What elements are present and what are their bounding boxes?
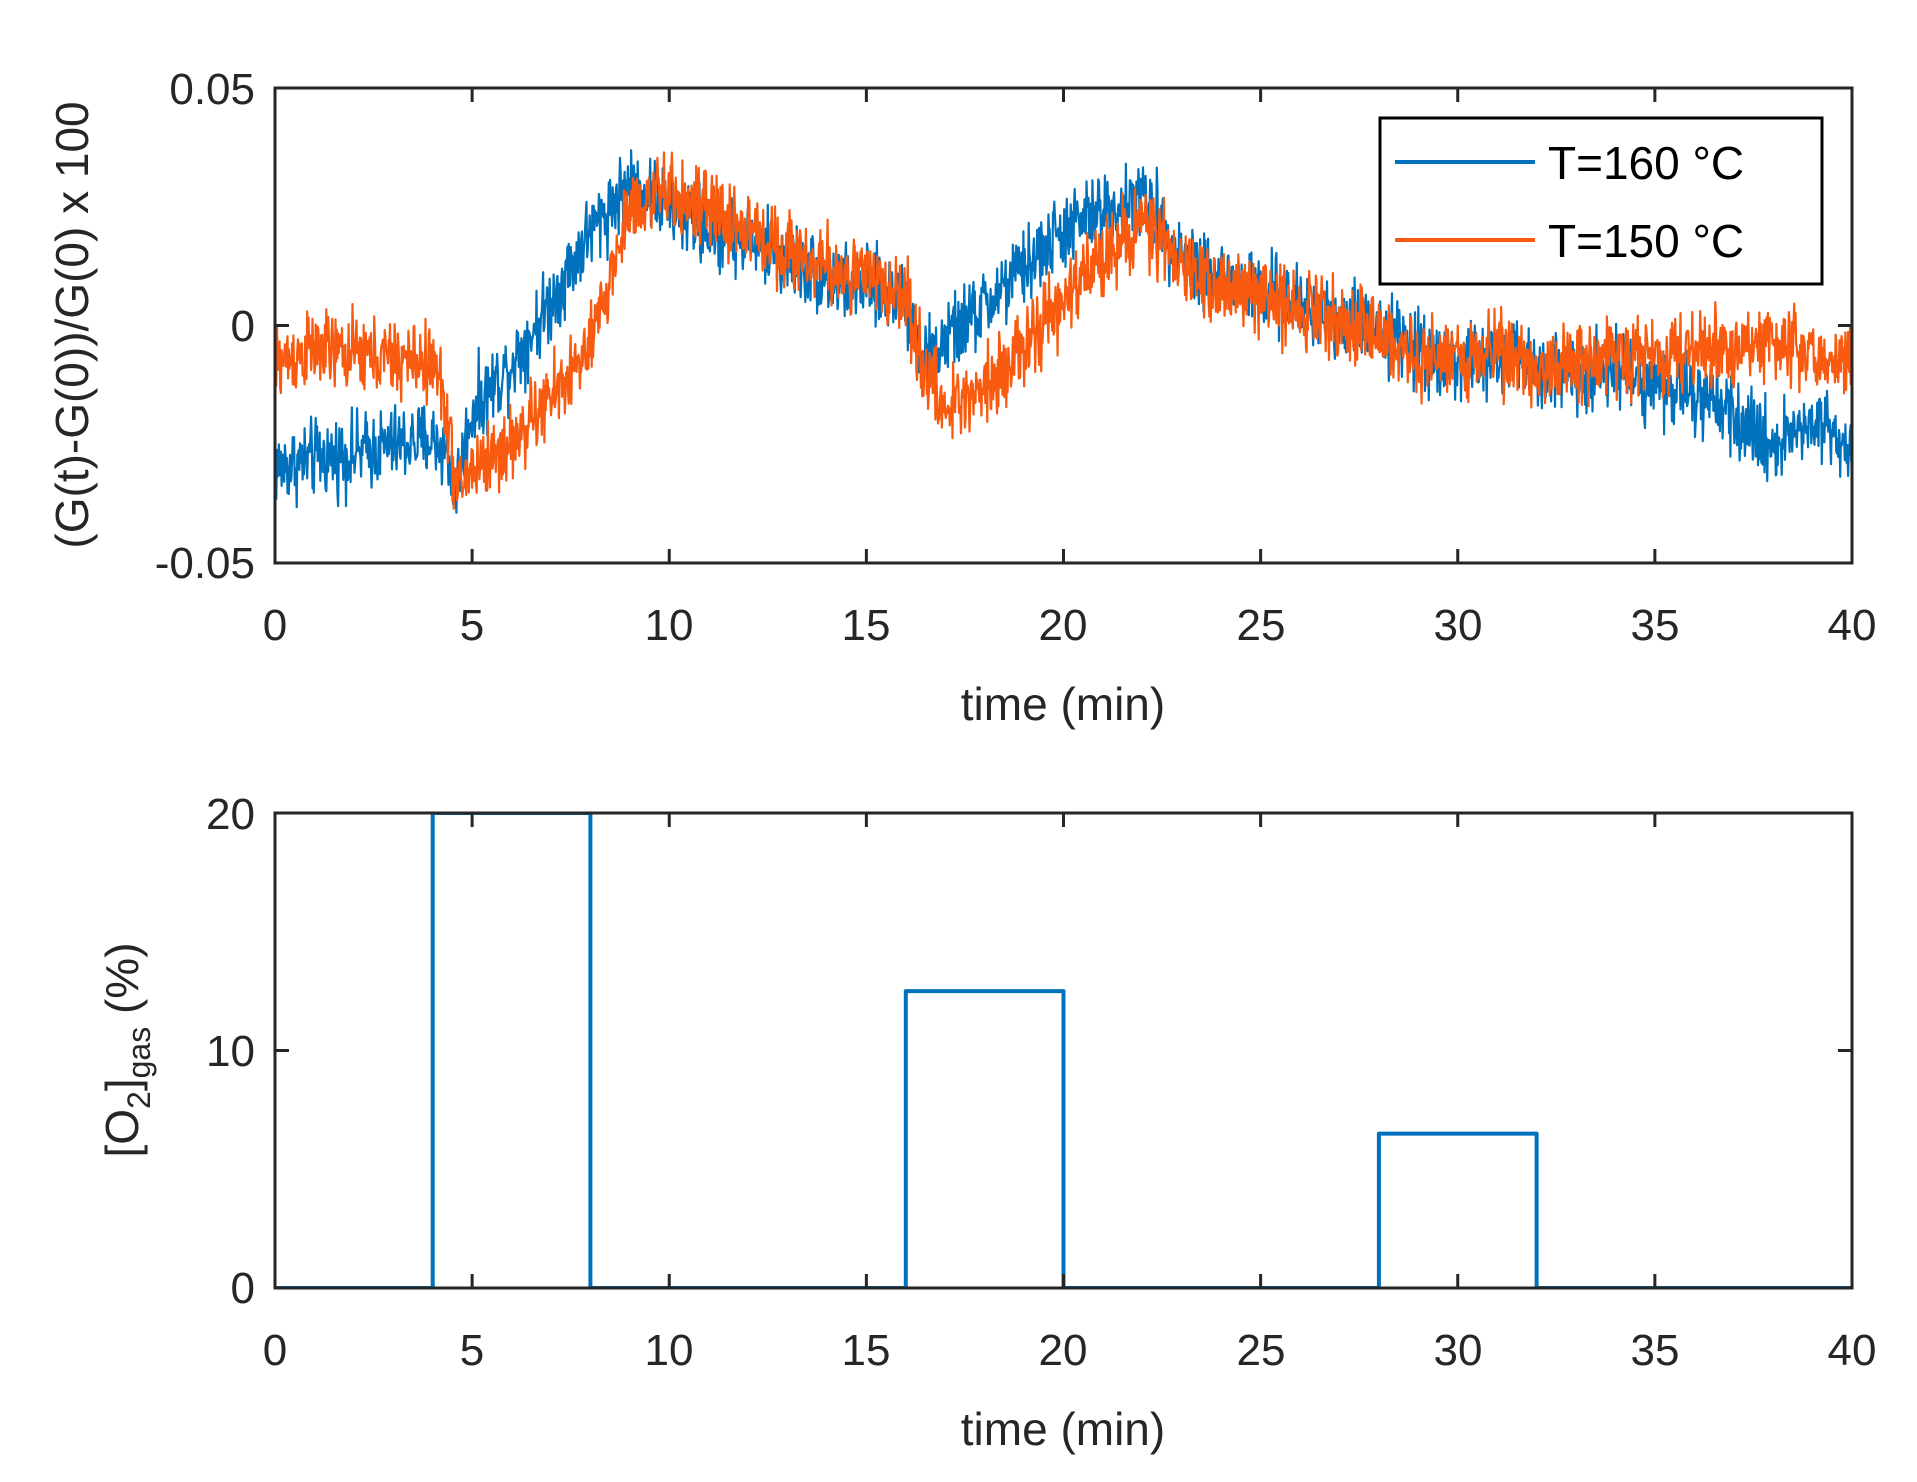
top-legend: T=160 °C T=150 °C	[1378, 116, 1824, 286]
top-tick-marks	[273, 86, 1854, 565]
top-xtick-label: 40	[1828, 601, 1877, 650]
bottom-xtick-label: 40	[1828, 1326, 1877, 1375]
gas-subscript: gas	[121, 1027, 157, 1079]
bottom-xtick-label: 10	[645, 1326, 694, 1375]
o2-open: [O	[96, 1109, 148, 1158]
bottom-xtick-label: 15	[842, 1326, 891, 1375]
top-series-line-2	[275, 151, 1852, 510]
bottom-ytick-label: 10	[206, 1027, 255, 1076]
top-ytick-label: -0.05	[155, 539, 255, 588]
bottom-ytick-label: 0	[231, 1264, 255, 1313]
top-y-axis-label: (G(t)-G(0))/G(0) x 100	[46, 101, 98, 548]
bottom-xtick-label: 0	[263, 1326, 287, 1375]
top-ytick-label: 0	[231, 302, 255, 351]
top-xtick-label: 5	[460, 601, 484, 650]
bottom-xtick-label: 20	[1039, 1326, 1088, 1375]
top-xtick-label: 20	[1039, 601, 1088, 650]
top-xtick-label: 35	[1631, 601, 1680, 650]
top-xtick-label: 15	[842, 601, 891, 650]
bottom-series-layer	[275, 813, 1852, 1288]
legend-label-t150: T=150 °C	[1548, 215, 1744, 267]
bottom-y-axis-label: [O2]gas (%)	[96, 942, 157, 1157]
top-series-layer	[275, 149, 1852, 514]
top-xtick-label: 10	[645, 601, 694, 650]
bottom-ytick-label: 20	[206, 790, 255, 839]
bottom-xtick-label: 35	[1631, 1326, 1680, 1375]
o2-subscript: 2	[121, 1091, 157, 1109]
legend-label-t160: T=160 °C	[1548, 137, 1744, 189]
top-xtick-label: 30	[1434, 601, 1483, 650]
bottom-series-line-1	[275, 813, 1852, 1288]
bottom-tick-marks	[273, 811, 1854, 1290]
o2-unit: (%)	[96, 942, 148, 1026]
bottom-x-axis-label: time (min)	[961, 1403, 1165, 1455]
bottom-panel: 0 10 20 0 5 10 15 20 25 30 35 40 time (m…	[96, 790, 1876, 1455]
top-xtick-label: 0	[263, 601, 287, 650]
top-ytick-label: 0.05	[169, 65, 255, 114]
top-panel: -0.05 0 0.05 0 5 10 15 20 25 30 35 40 ti…	[46, 65, 1876, 730]
bottom-xtick-label: 30	[1434, 1326, 1483, 1375]
o2-close: ]	[96, 1078, 148, 1091]
bottom-xtick-label: 5	[460, 1326, 484, 1375]
top-x-axis-label: time (min)	[961, 678, 1165, 730]
top-xtick-label: 25	[1237, 601, 1286, 650]
legend-box	[1378, 116, 1824, 286]
bottom-xtick-label: 25	[1237, 1326, 1286, 1375]
